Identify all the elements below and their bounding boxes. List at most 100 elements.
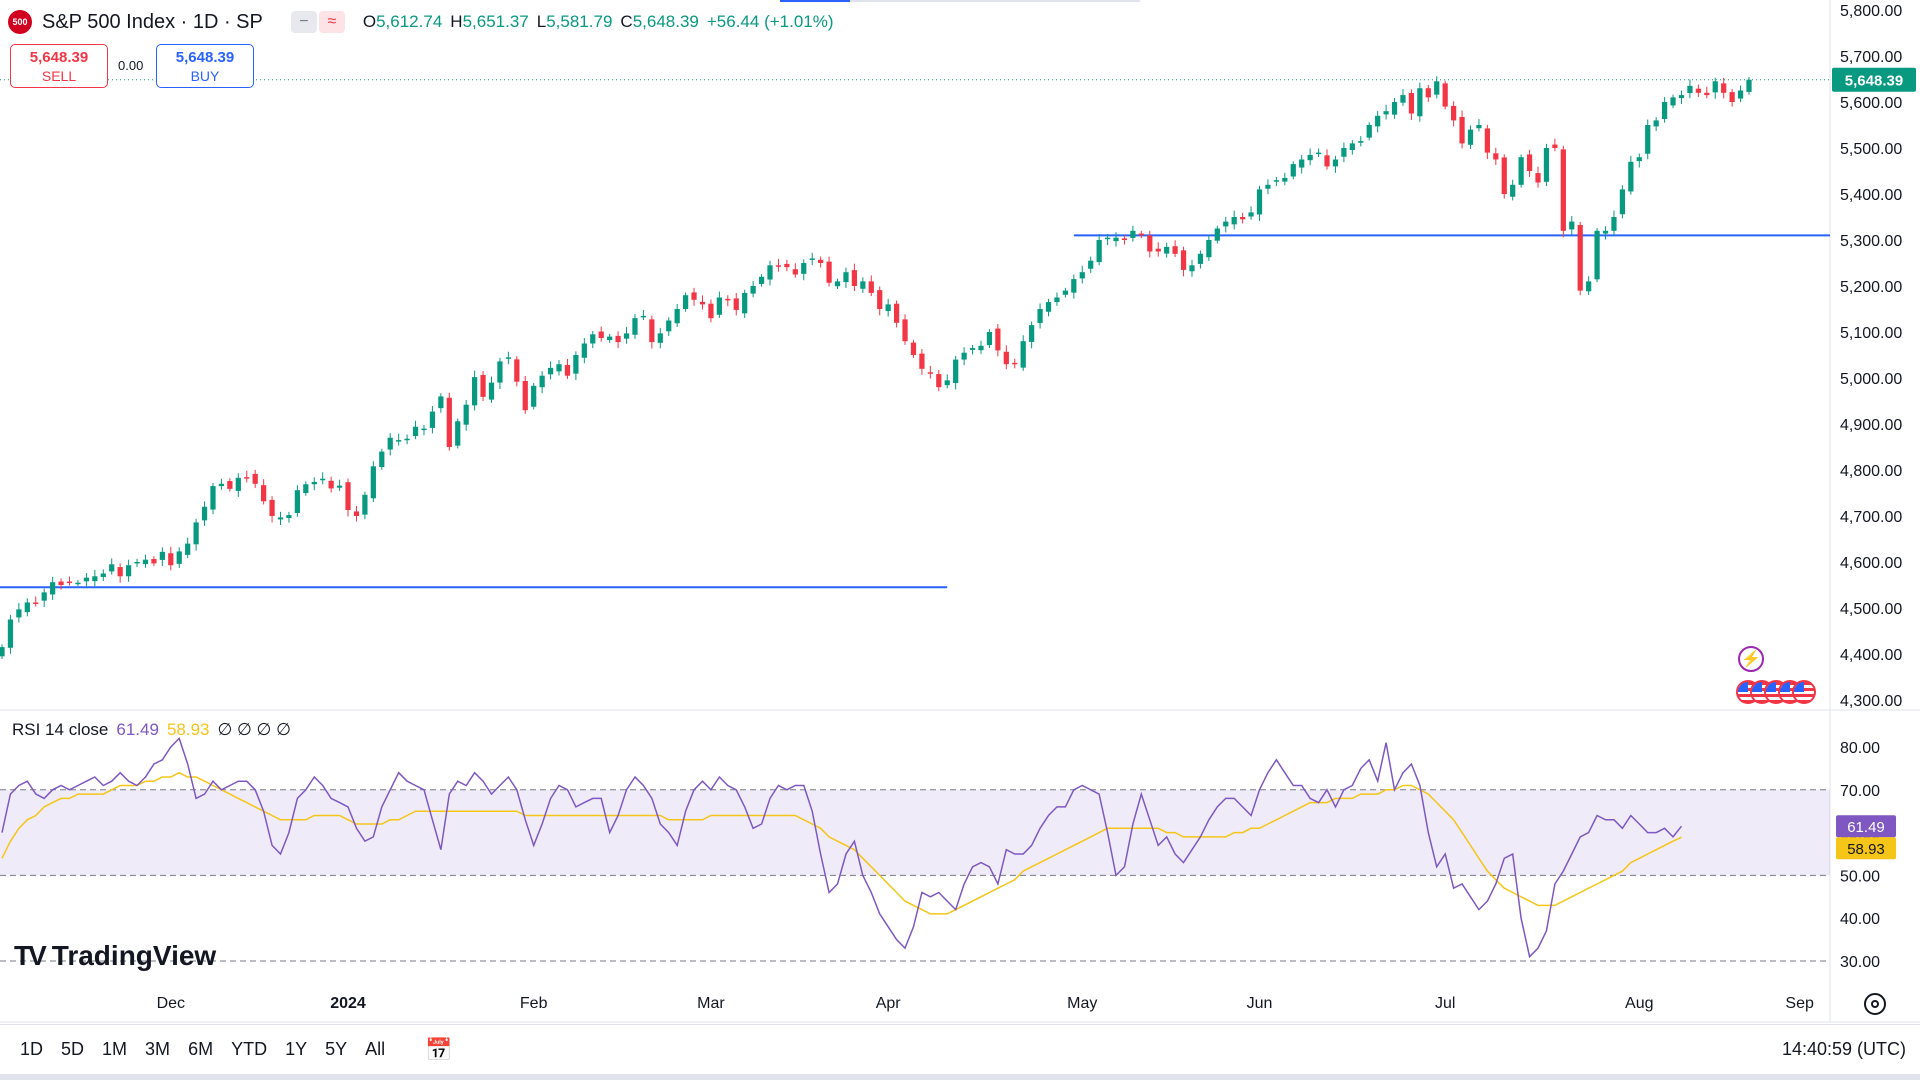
candle[interactable] — [1678, 95, 1685, 99]
candle[interactable] — [1375, 115, 1381, 127]
candle[interactable] — [159, 551, 165, 560]
candle[interactable] — [1476, 125, 1482, 129]
candle[interactable] — [1020, 341, 1026, 368]
candle[interactable] — [0, 647, 5, 657]
candle[interactable] — [1510, 184, 1516, 197]
candle[interactable] — [412, 426, 419, 436]
candle[interactable] — [784, 263, 790, 268]
candle[interactable] — [1088, 260, 1094, 269]
candle[interactable] — [92, 576, 98, 582]
candle[interactable] — [936, 374, 942, 388]
candle[interactable] — [725, 298, 731, 301]
candle[interactable] — [66, 581, 73, 584]
candle[interactable] — [1721, 83, 1727, 93]
candle[interactable] — [463, 404, 469, 425]
candle[interactable] — [320, 478, 326, 481]
sell-button[interactable]: 5,648.39 SELL — [10, 44, 108, 88]
candle[interactable] — [1535, 173, 1541, 183]
candle[interactable] — [134, 562, 140, 564]
candle[interactable] — [1240, 217, 1246, 220]
candle[interactable] — [547, 367, 554, 375]
candle[interactable] — [851, 270, 858, 286]
candle[interactable] — [1012, 362, 1018, 365]
candle[interactable] — [387, 437, 393, 450]
candle[interactable] — [1037, 309, 1043, 324]
range-5d-button[interactable]: 5D — [61, 1039, 85, 1059]
candle[interactable] — [1501, 157, 1507, 194]
range-1y-button[interactable]: 1Y — [285, 1039, 308, 1059]
candle[interactable] — [1408, 93, 1415, 114]
candle[interactable] — [1180, 250, 1187, 270]
candle[interactable] — [244, 477, 250, 479]
candle[interactable] — [1586, 281, 1592, 292]
candle[interactable] — [733, 298, 739, 310]
candle[interactable] — [429, 411, 436, 428]
candle[interactable] — [1054, 297, 1060, 303]
candle[interactable] — [75, 582, 81, 585]
candle[interactable] — [294, 490, 301, 514]
candle[interactable] — [1737, 90, 1744, 99]
candle[interactable] — [809, 258, 815, 260]
candle[interactable] — [1206, 240, 1212, 258]
candle[interactable] — [1155, 248, 1161, 252]
candle[interactable] — [1121, 238, 1128, 240]
candle[interactable] — [691, 292, 697, 300]
candle[interactable] — [1332, 159, 1339, 167]
candle[interactable] — [1071, 279, 1077, 293]
candle[interactable] — [7, 619, 14, 648]
range-ytd-button[interactable]: YTD — [231, 1039, 268, 1059]
range-all-button[interactable]: All — [365, 1039, 386, 1059]
candle[interactable] — [1484, 128, 1490, 153]
candle[interactable] — [1602, 230, 1609, 234]
candle[interactable] — [261, 485, 267, 502]
candle[interactable] — [598, 331, 604, 338]
candle[interactable] — [818, 259, 824, 263]
compare-button[interactable]: ≈ — [318, 11, 345, 33]
candle[interactable] — [1526, 154, 1533, 171]
candle[interactable] — [1104, 237, 1111, 240]
candle[interactable] — [1003, 351, 1009, 365]
candle[interactable] — [370, 466, 376, 499]
candle[interactable] — [953, 359, 959, 384]
candle[interactable] — [1147, 235, 1153, 252]
candle[interactable] — [1560, 149, 1566, 231]
candle[interactable] — [893, 303, 900, 323]
candle[interactable] — [58, 581, 64, 585]
candle[interactable] — [488, 382, 495, 400]
candle[interactable] — [961, 352, 967, 360]
candle[interactable] — [1315, 152, 1322, 155]
candle[interactable] — [151, 559, 157, 564]
candle[interactable] — [758, 276, 765, 284]
candle[interactable] — [404, 438, 410, 441]
candle[interactable] — [83, 577, 90, 582]
candle[interactable] — [505, 357, 511, 359]
candle[interactable] — [176, 551, 182, 564]
candle[interactable] — [1113, 237, 1119, 242]
candle[interactable] — [472, 377, 478, 406]
candle[interactable] — [1045, 302, 1052, 312]
settings-icon[interactable] — [1864, 993, 1886, 1015]
candle[interactable] — [995, 328, 1001, 351]
candle[interactable] — [1653, 120, 1659, 127]
candle[interactable] — [877, 290, 883, 309]
candle[interactable] — [986, 332, 993, 346]
candle[interactable] — [674, 309, 680, 324]
candle[interactable] — [1138, 233, 1144, 236]
candle[interactable] — [269, 499, 275, 516]
candle[interactable] — [927, 372, 933, 374]
range-5y-button[interactable]: 5Y — [325, 1039, 348, 1059]
candle[interactable] — [969, 348, 976, 350]
candle[interactable] — [1231, 217, 1237, 225]
candle[interactable] — [185, 543, 191, 555]
candle[interactable] — [303, 484, 309, 493]
candle[interactable] — [1425, 88, 1431, 98]
candle[interactable] — [885, 304, 891, 312]
tradingview-logo[interactable]: TV TradingView — [14, 940, 216, 972]
candle[interactable] — [1172, 246, 1178, 254]
candle[interactable] — [227, 481, 233, 489]
candle[interactable] — [843, 272, 849, 283]
candle[interactable] — [362, 494, 368, 515]
candle[interactable] — [142, 559, 149, 565]
candle[interactable] — [1442, 83, 1448, 107]
candle[interactable] — [353, 511, 360, 516]
